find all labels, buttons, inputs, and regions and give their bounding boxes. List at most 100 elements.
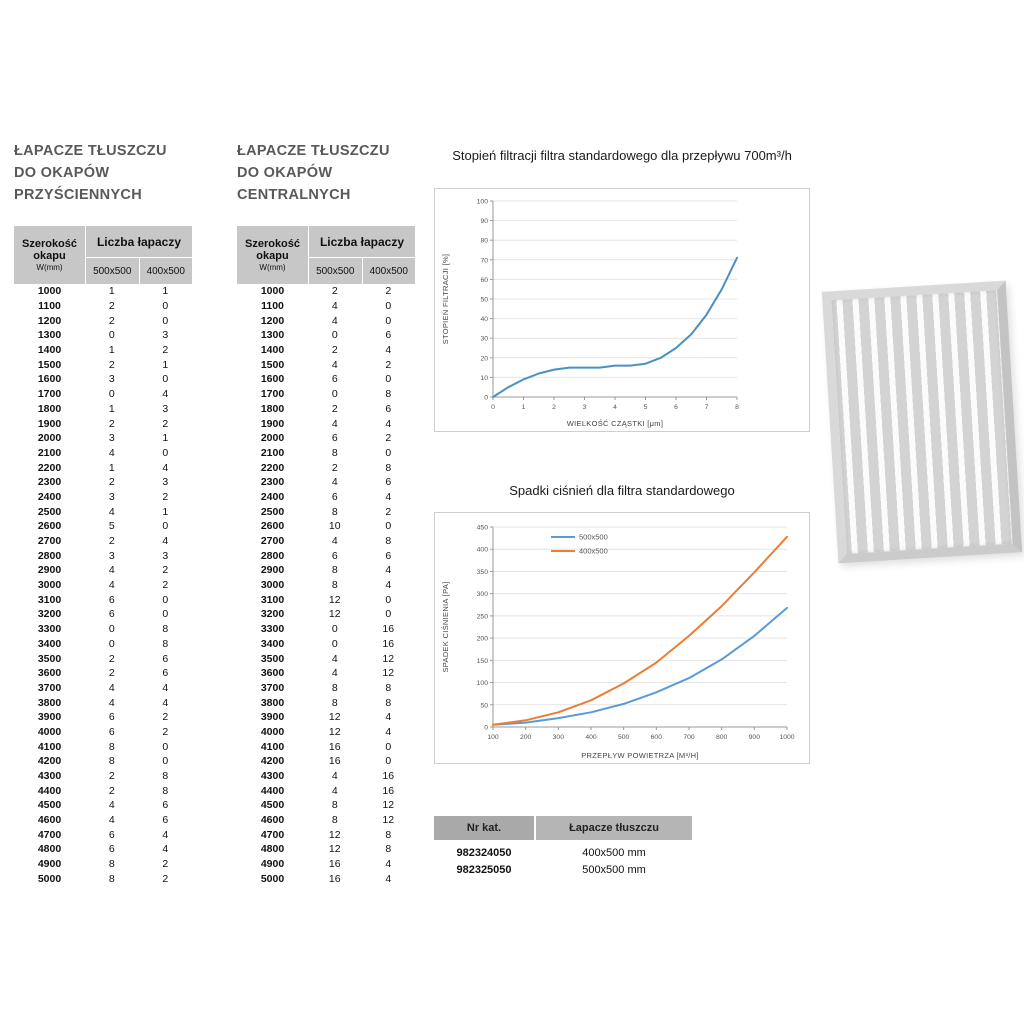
svg-text:400x500: 400x500 bbox=[579, 547, 608, 556]
table-cell: 4 bbox=[162, 535, 169, 548]
svg-text:400: 400 bbox=[585, 734, 597, 741]
header-width-unit: W(mm) bbox=[36, 262, 63, 272]
table-row: 4200 16 0 bbox=[237, 754, 415, 769]
table-row: 3100 6 0 bbox=[14, 592, 192, 607]
table-cell: 12 bbox=[382, 799, 395, 812]
table-cell: 3700 bbox=[37, 681, 62, 694]
table-cell: 4400 bbox=[260, 784, 285, 797]
table-cell: 4500 bbox=[37, 799, 62, 812]
table-row: 1500 4 2 bbox=[237, 357, 415, 372]
left-table-header-width: Szerokość okapu W(mm) bbox=[14, 226, 85, 284]
table-cell: 4 bbox=[385, 344, 392, 357]
table-cell: 4800 bbox=[260, 843, 285, 856]
table-cell: 1900 bbox=[37, 417, 62, 430]
table-row: 3500 2 6 bbox=[14, 651, 192, 666]
table-row: 3800 8 8 bbox=[237, 695, 415, 710]
svg-text:100: 100 bbox=[477, 199, 489, 206]
table-cell: 2 bbox=[331, 285, 338, 298]
table-cell: 1800 bbox=[37, 402, 62, 415]
table-cell: 12 bbox=[382, 652, 395, 665]
table-cell: 8 bbox=[385, 696, 392, 709]
table-cell: 2 bbox=[331, 461, 338, 474]
table-row: 2600 10 0 bbox=[237, 519, 415, 534]
table-cell: 12 bbox=[328, 725, 341, 738]
table-cell: 1100 bbox=[261, 300, 284, 313]
table-cell: 8 bbox=[331, 814, 338, 827]
svg-text:80: 80 bbox=[480, 238, 488, 245]
table-cell: 6 bbox=[331, 373, 338, 386]
table-row: 1200 2 0 bbox=[14, 313, 192, 328]
svg-text:0: 0 bbox=[484, 725, 488, 732]
table-row: 1000 1 1 bbox=[14, 284, 192, 299]
table-cell: 2200 bbox=[260, 461, 285, 474]
table-row: 3200 6 0 bbox=[14, 607, 192, 622]
table-row: 3700 4 4 bbox=[14, 681, 192, 696]
table-row: 2200 1 4 bbox=[14, 460, 192, 475]
table-cell: 4000 bbox=[260, 725, 285, 738]
table-cell: 1 bbox=[108, 344, 115, 357]
table-cell: 8 bbox=[385, 681, 392, 694]
table-cell: 2 bbox=[162, 858, 169, 871]
table-cell: 2500 bbox=[260, 505, 285, 518]
table-cell: 6 bbox=[331, 490, 338, 503]
table-row: 4600 8 12 bbox=[237, 813, 415, 828]
table-row: 4800 12 8 bbox=[237, 842, 415, 857]
table-cell: 6 bbox=[331, 432, 338, 445]
table-cell: 1000 bbox=[260, 285, 285, 298]
table-cell: 3900 bbox=[37, 711, 62, 724]
table-cell: 4 bbox=[162, 843, 169, 856]
filtration-chart-title: Stopień filtracji filtra standardowego d… bbox=[452, 148, 792, 163]
table-cell: 8 bbox=[108, 858, 115, 871]
table-cell: 1 bbox=[108, 461, 115, 474]
left-table-body: 1000 1 1 1100 2 0 1200 2 0 1300 0 3 1400 1 2 1500 2 1 1600… bbox=[14, 284, 192, 886]
table-row: 5000 16 4 bbox=[237, 872, 415, 887]
table-cell: 1300 bbox=[37, 329, 62, 342]
table-row: 1900 4 4 bbox=[237, 416, 415, 431]
table-cell: 4300 bbox=[260, 770, 285, 783]
svg-text:200: 200 bbox=[477, 636, 489, 643]
svg-text:0: 0 bbox=[484, 395, 488, 402]
table-row: 2900 8 4 bbox=[237, 563, 415, 578]
table-cell: 2200 bbox=[37, 461, 62, 474]
catalog-header-name: Łapacze tłuszczu bbox=[536, 816, 692, 840]
table-cell: 2600 bbox=[260, 520, 285, 533]
table-row: 2700 4 8 bbox=[237, 534, 415, 549]
table-cell: 0 bbox=[385, 755, 392, 768]
table-cell: 2 bbox=[108, 784, 115, 797]
table-cell: 3500 bbox=[37, 652, 62, 665]
table-cell: 8 bbox=[331, 564, 338, 577]
table-cell: 2 bbox=[108, 476, 115, 489]
left-table-title-line1: ŁAPACZE TŁUSZCZU bbox=[14, 143, 167, 159]
table-cell: 4400 bbox=[37, 784, 62, 797]
table-cell: 3000 bbox=[260, 579, 285, 592]
table-cell: 3800 bbox=[260, 696, 285, 709]
table-cell: 3400 bbox=[260, 637, 285, 650]
table-row: 3300 0 8 bbox=[14, 622, 192, 637]
table-cell: 8 bbox=[385, 461, 392, 474]
svg-text:800: 800 bbox=[716, 734, 728, 741]
table-cell: 4 bbox=[385, 417, 392, 430]
table-cell: 2 bbox=[331, 344, 338, 357]
svg-text:PRZEPŁYW POWIETRZA [M³/H]: PRZEPŁYW POWIETRZA [M³/H] bbox=[581, 751, 699, 760]
table-cell: 2 bbox=[108, 535, 115, 548]
table-cell: 0 bbox=[162, 740, 169, 753]
table-cell: 500x500 mm bbox=[582, 863, 646, 876]
table-cell: 12 bbox=[328, 843, 341, 856]
table-cell: 4 bbox=[108, 446, 115, 459]
table-cell: 2 bbox=[162, 417, 169, 430]
table-cell: 10 bbox=[328, 520, 341, 533]
table-cell: 8 bbox=[331, 579, 338, 592]
table-row: 2800 3 3 bbox=[14, 548, 192, 563]
table-cell: 0 bbox=[385, 446, 392, 459]
table-cell: 2 bbox=[385, 432, 392, 445]
svg-text:1000: 1000 bbox=[779, 734, 794, 741]
table-cell: 2 bbox=[162, 711, 169, 724]
table-row: 2500 8 2 bbox=[237, 504, 415, 519]
table-cell: 16 bbox=[328, 755, 341, 768]
table-cell: 4000 bbox=[37, 725, 62, 738]
table-cell: 982324050 bbox=[456, 846, 512, 859]
table-row: 3600 4 12 bbox=[237, 666, 415, 681]
grease-filter-image bbox=[821, 280, 1023, 564]
svg-text:7: 7 bbox=[705, 404, 709, 411]
